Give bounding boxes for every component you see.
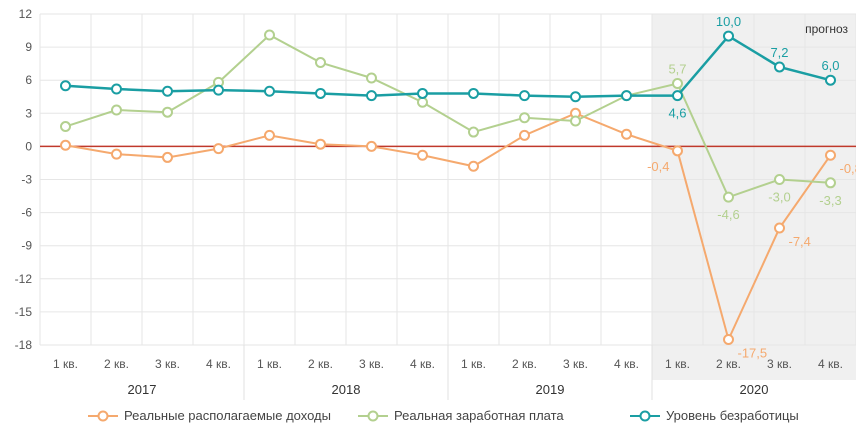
data-label: 6,0 <box>821 58 839 73</box>
x-tick-label: 1 кв. <box>257 357 282 371</box>
x-year-label: 2019 <box>536 382 565 397</box>
series-line <box>65 33 831 199</box>
x-year-label: 2018 <box>332 382 361 397</box>
y-tick-label: -3 <box>21 173 32 187</box>
x-tick-label: 2 кв. <box>104 357 129 371</box>
data-point <box>213 143 224 155</box>
data-point <box>468 87 479 99</box>
data-label: -7,4 <box>789 234 811 249</box>
data-point <box>60 121 71 133</box>
data-point <box>315 57 326 69</box>
data-label: -17,5 <box>738 345 768 360</box>
data-point <box>111 83 122 95</box>
data-point <box>672 78 683 90</box>
data-point <box>315 138 326 150</box>
x-tick-label: 4 кв. <box>818 357 843 371</box>
x-tick-label: 1 кв. <box>53 357 78 371</box>
data-point <box>213 84 224 96</box>
data-point <box>162 151 173 163</box>
x-tick-label: 2 кв. <box>308 357 333 371</box>
y-tick-label: -6 <box>21 206 32 220</box>
data-point <box>60 80 71 92</box>
data-point <box>519 129 530 141</box>
data-label: -0,4 <box>647 159 669 174</box>
data-point <box>723 333 734 345</box>
forecast-label: прогноз <box>805 22 848 36</box>
data-label: -4,6 <box>717 207 739 222</box>
y-tick-label: 6 <box>25 73 32 87</box>
data-point <box>672 90 683 102</box>
data-point <box>111 104 122 116</box>
data-point <box>162 106 173 118</box>
x-tick-label: 3 кв. <box>359 357 384 371</box>
x-tick-label: 3 кв. <box>767 357 792 371</box>
x-tick-label: 2 кв. <box>512 357 537 371</box>
legend-marker <box>97 410 109 422</box>
x-tick-label: 1 кв. <box>461 357 486 371</box>
data-point <box>417 96 428 108</box>
legend-label: Реальная заработная плата <box>394 408 564 423</box>
data-point <box>366 72 377 84</box>
legend-marker <box>639 410 651 422</box>
data-point <box>162 85 173 97</box>
x-year-label: 2020 <box>740 382 769 397</box>
data-label: -0,8 <box>840 161 856 176</box>
data-point <box>468 160 479 172</box>
data-point <box>774 61 785 73</box>
y-tick-label: 0 <box>25 139 32 153</box>
data-label: 4,6 <box>668 106 686 121</box>
x-year-label: 2017 <box>128 382 157 397</box>
data-point <box>60 139 71 151</box>
y-tick-label: 9 <box>25 40 32 54</box>
data-point <box>570 115 581 127</box>
x-tick-label: 1 кв. <box>665 357 690 371</box>
x-tick-label: 4 кв. <box>410 357 435 371</box>
data-point <box>264 85 275 97</box>
data-point <box>621 90 632 102</box>
data-point <box>825 149 836 161</box>
data-point <box>468 126 479 138</box>
x-tick-label: 3 кв. <box>155 357 180 371</box>
data-point <box>825 177 836 189</box>
x-tick-label: 3 кв. <box>563 357 588 371</box>
y-tick-label: -9 <box>21 239 32 253</box>
y-tick-label: -12 <box>15 272 33 286</box>
data-point <box>111 148 122 160</box>
data-point <box>723 191 734 203</box>
legend-marker <box>367 410 379 422</box>
data-point <box>366 140 377 152</box>
series-line <box>65 34 831 99</box>
data-point <box>417 87 428 99</box>
y-tick-label: 12 <box>19 7 33 21</box>
legend-label: Реальные располагаемые доходы <box>124 408 331 423</box>
data-point <box>264 29 275 41</box>
data-point <box>519 112 530 124</box>
legend-label: Уровень безработицы <box>666 408 799 423</box>
data-point <box>519 90 530 102</box>
data-point <box>723 30 734 42</box>
data-label: -3,3 <box>819 193 841 208</box>
x-tick-label: 2 кв. <box>716 357 741 371</box>
data-label: 5,7 <box>668 62 686 77</box>
data-point <box>417 149 428 161</box>
y-tick-label: -15 <box>15 305 33 319</box>
data-point <box>315 87 326 99</box>
data-point <box>264 129 275 141</box>
data-point <box>825 74 836 86</box>
data-point <box>621 128 632 140</box>
x-tick-label: 4 кв. <box>614 357 639 371</box>
data-label: 10,0 <box>716 14 741 29</box>
data-point <box>570 91 581 103</box>
y-tick-label: -18 <box>15 338 33 352</box>
y-tick-label: 3 <box>25 106 32 120</box>
data-label: -3,0 <box>768 190 790 205</box>
x-tick-label: 4 кв. <box>206 357 231 371</box>
data-point <box>366 90 377 102</box>
data-point <box>774 222 785 234</box>
data-label: 7,2 <box>770 45 788 60</box>
series-line <box>65 112 832 343</box>
data-point <box>672 145 683 157</box>
data-point <box>774 174 785 185</box>
